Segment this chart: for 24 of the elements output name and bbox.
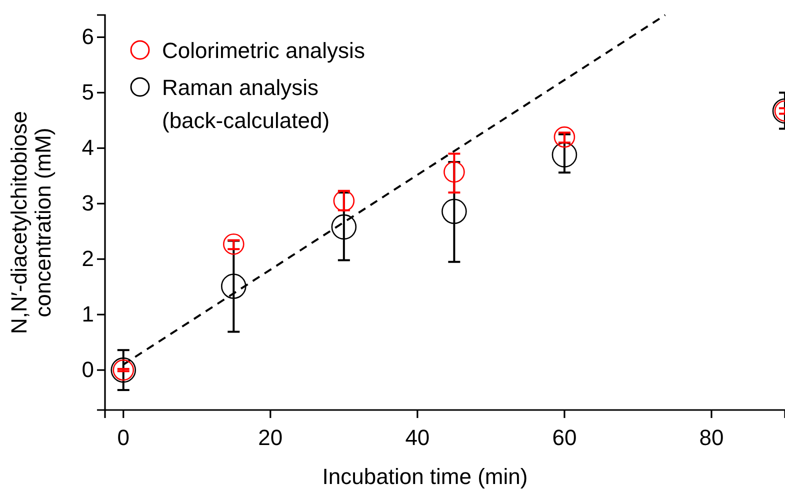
point: [223, 233, 244, 255]
point: [552, 142, 578, 168]
point: [444, 161, 465, 183]
x-tick-label: 20: [258, 425, 283, 450]
legend-label: Raman analysis (back-calculated): [162, 75, 330, 133]
x-tick-label: 0: [117, 425, 130, 450]
y-tick-label: 2: [82, 246, 94, 272]
point: [442, 198, 467, 224]
x-tick-label: 60: [552, 425, 577, 450]
x-tick-label: 40: [405, 425, 430, 450]
legend-label: Colorimetric analysis: [162, 38, 365, 63]
y-axis-title: N,N′-diacetylchitobiose concentration (mM): [6, 111, 56, 334]
point: [221, 274, 246, 299]
y-tick-label: 6: [82, 24, 94, 50]
y-tick-label: 4: [82, 135, 94, 160]
y-tick-label: 1: [82, 302, 94, 327]
point: [333, 190, 355, 212]
y-tick-label: 3: [82, 190, 94, 216]
y-tick-label: 0: [82, 357, 94, 382]
y-tick-label: 5: [82, 80, 94, 105]
point: [331, 214, 357, 240]
x-axis-title: Incubation time (min): [322, 464, 528, 489]
point: [554, 126, 576, 148]
x-tick-label: 80: [699, 425, 724, 450]
